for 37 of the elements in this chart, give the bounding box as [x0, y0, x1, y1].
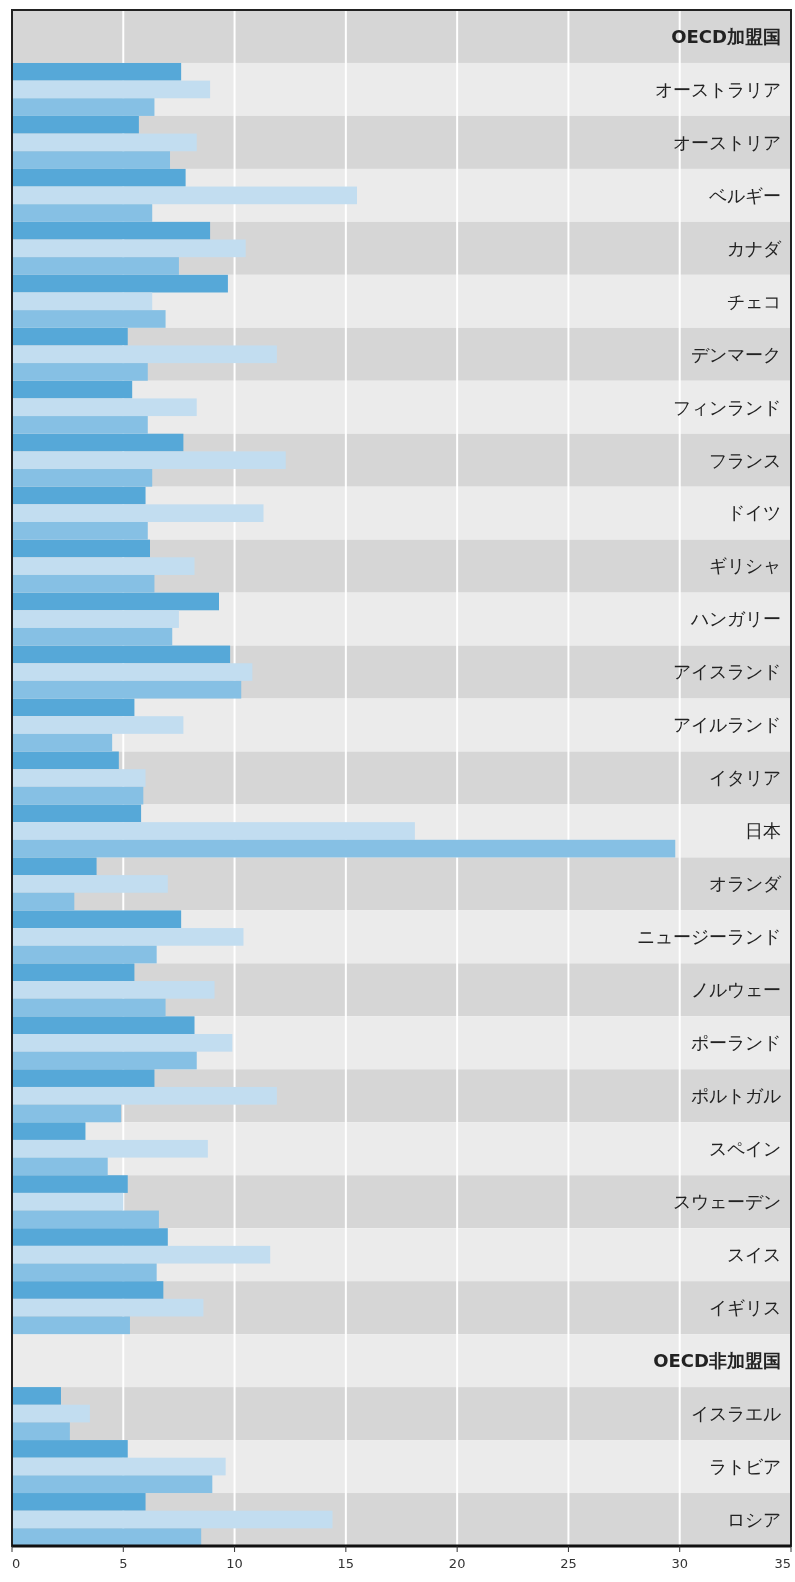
- y-tick-label: OECD非加盟国: [653, 1349, 781, 1371]
- y-tick-label: デンマーク: [691, 343, 781, 365]
- y-tick-label: オランダ: [709, 873, 782, 895]
- x-tick-label: 10: [226, 1556, 243, 1571]
- y-tick-label: スウェーデン: [673, 1191, 781, 1213]
- y-tick-label: スペイン: [709, 1138, 781, 1160]
- y-tick-label: チェコ: [727, 290, 781, 312]
- y-tick-label: ノルウェー: [691, 979, 781, 1001]
- x-tick-label: 35: [774, 1556, 791, 1571]
- y-tick-label: フランス: [709, 449, 781, 471]
- x-tick-label: 20: [448, 1556, 466, 1571]
- y-tick-label: オーストラリア: [655, 78, 781, 100]
- y-tick-label: アイルランド: [673, 714, 781, 736]
- y-tick-label: ポーランド: [691, 1032, 781, 1054]
- y-tick-label: ラトビア: [709, 1455, 781, 1477]
- y-tick-label: ドイツ: [727, 502, 781, 524]
- y-tick-label: オーストリア: [673, 131, 781, 153]
- y-tick-label: アイスランド: [673, 661, 781, 683]
- y-tick-label: ロシア: [727, 1508, 781, 1530]
- x-tick-label: 0: [12, 1556, 21, 1571]
- y-tick-label: ギリシャ: [709, 555, 781, 577]
- x-tick-label: 25: [560, 1556, 577, 1571]
- y-tick-label: イギリス: [709, 1296, 781, 1318]
- y-tick-label: イタリア: [709, 767, 781, 789]
- x-tick-label: 30: [671, 1556, 688, 1571]
- y-tick-label: ベルギー: [709, 184, 781, 206]
- y-tick-label: イスラエル: [691, 1402, 781, 1424]
- y-tick-label: ニュージーランド: [637, 926, 781, 948]
- y-tick-label: 日本: [745, 820, 781, 842]
- x-tick-label: 5: [119, 1556, 128, 1571]
- y-tick-label: フィンランド: [673, 396, 781, 418]
- y-tick-label: スイス: [727, 1243, 781, 1265]
- y-tick-label: OECD加盟国: [671, 25, 781, 47]
- y-tick-label: カナダ: [727, 237, 782, 259]
- y-tick-label: ハンガリー: [690, 608, 781, 630]
- y-tick-label: ポルトガル: [691, 1085, 781, 1107]
- x-tick-label: 15: [337, 1556, 355, 1571]
